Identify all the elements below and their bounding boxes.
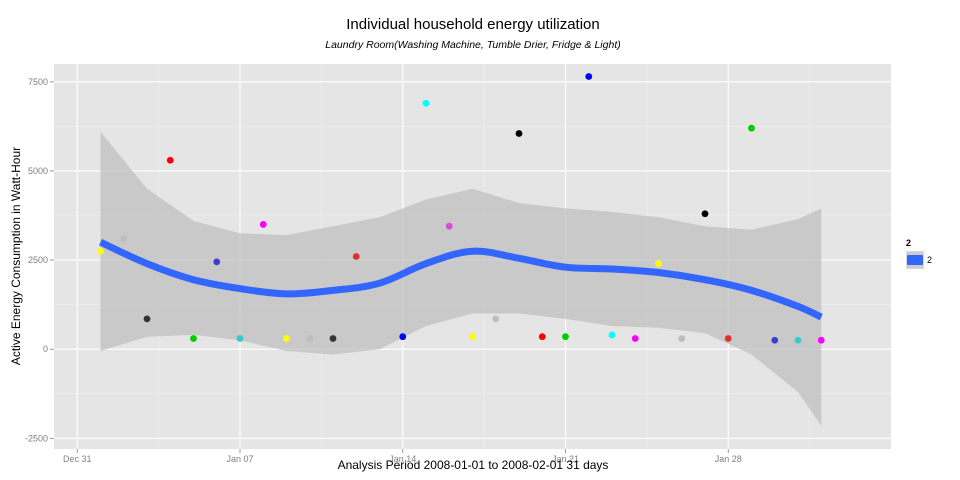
data-point [492,315,500,323]
data-point [329,335,337,342]
data-point [236,335,244,342]
x-axis: Dec 31 Jan 07 Jan 14 Jan 21 Jan 28 [63,449,742,464]
y-tick-label: 7500 [28,77,48,87]
legend-key-line [907,255,923,265]
y-axis-title: Active Energy Consumption in Watt-Hour [9,147,23,365]
data-point [422,99,430,107]
data-point [748,124,755,132]
smooth-line-layer [99,239,823,321]
legend-title: 2 [906,238,911,248]
data-point [97,247,104,255]
smooth-trend-line [99,239,823,321]
data-point [678,335,686,342]
data-point [655,260,662,268]
data-point [608,331,616,339]
data-point [283,335,290,342]
data-point [469,333,476,341]
y-tick-label: 0 [43,344,48,354]
data-point [794,336,802,344]
confidence-band-layer [100,131,822,426]
data-point [724,335,732,342]
data-point [631,335,639,342]
data-point [306,335,314,342]
data-point [515,130,523,137]
legend-label: 2 [927,255,932,265]
y-tick-label: 2500 [28,255,48,265]
data-point [445,222,453,230]
data-point [120,235,128,243]
x-tick-label: Jan 21 [552,454,579,464]
x-tick-label: Jan 28 [715,454,742,464]
x-axis-title: Analysis Period 2008-01-01 to 2008-02-01… [338,458,609,472]
data-point [562,333,569,341]
data-point [190,335,197,342]
data-point [701,210,709,218]
data-point [585,73,593,80]
data-point [399,333,407,341]
legend: 2 2 [905,238,932,270]
data-point [538,333,546,341]
x-tick-label: Dec 31 [63,454,92,464]
data-points [97,73,825,344]
x-tick-label: Jan 14 [389,454,416,464]
data-point [166,156,174,164]
chart-subtitle: Laundry Room(Washing Machine, Tumble Dri… [325,39,621,51]
data-point [213,258,221,266]
data-point [817,336,825,344]
y-tick-label: -2500 [25,433,48,443]
data-point [352,253,360,260]
data-point [771,336,779,344]
data-point [259,221,267,228]
y-axis: -2500 0 2500 5000 7500 [25,77,54,443]
confidence-band [100,131,822,426]
data-point [143,315,151,323]
x-tick-label: Jan 07 [226,454,253,464]
y-tick-label: 5000 [28,166,48,176]
chart-title: Individual household energy utilization [346,16,600,33]
